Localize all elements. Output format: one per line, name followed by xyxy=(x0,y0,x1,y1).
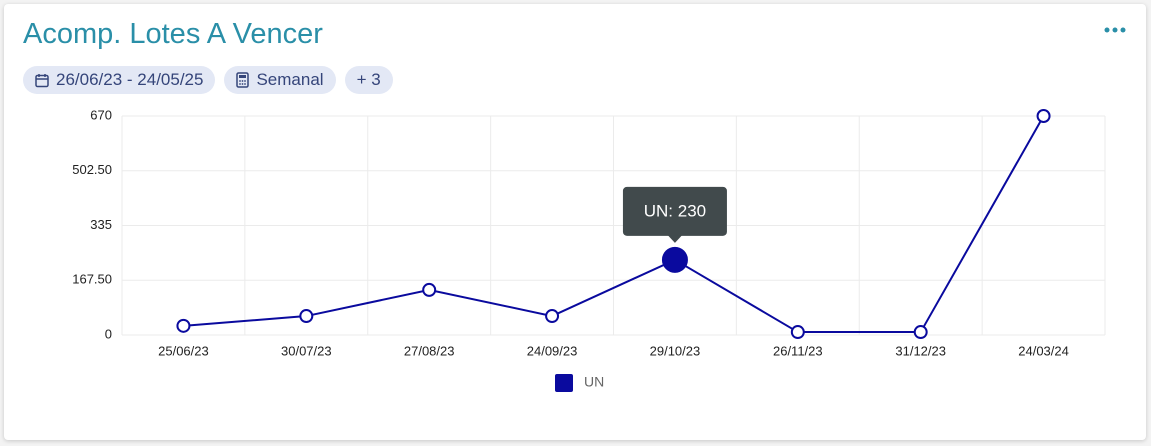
point xyxy=(661,246,688,273)
legend-label: UN xyxy=(584,374,604,390)
menu-button[interactable] xyxy=(1104,26,1126,34)
x-tick-label: 26/11/23 xyxy=(773,343,823,358)
chip-text: 26/06/23 - 24/05/25 xyxy=(56,70,204,89)
x-tick-label: 25/06/23 xyxy=(158,343,209,358)
calendar-icon xyxy=(35,73,49,87)
y-tick-label: 335 xyxy=(90,217,112,232)
x-tick-label: 27/08/23 xyxy=(404,343,455,358)
point xyxy=(790,325,805,340)
x-tick-label: 24/03/24 xyxy=(1018,343,1069,358)
tooltip-arrow xyxy=(667,235,682,243)
point xyxy=(176,318,191,333)
x-tick-label: 30/07/23 xyxy=(281,343,332,358)
tooltip-box xyxy=(622,186,727,236)
point xyxy=(1036,109,1051,123)
tooltip: UN: 230 xyxy=(622,186,727,243)
line xyxy=(183,115,1045,334)
more-filters[interactable]: + 3 xyxy=(344,66,393,94)
chip-text: + 3 xyxy=(356,70,381,89)
y-tick-label: 502.50 xyxy=(72,162,112,177)
date-filter[interactable]: 26/06/23 - 24/05/25 xyxy=(23,66,216,94)
period-filter[interactable]: Semanal xyxy=(224,66,336,94)
filters: 26/06/23 - 24/05/25 Semanal + 3 xyxy=(23,66,393,94)
legend: UN xyxy=(555,374,604,392)
x-tick-label: 29/10/23 xyxy=(650,343,701,358)
point xyxy=(422,282,437,297)
y-tick-label: 670 xyxy=(90,107,112,122)
card-title: Acomp. Lotes A Vencer xyxy=(23,18,323,50)
legend-swatch xyxy=(555,374,573,392)
point xyxy=(545,309,560,324)
x-tick-label: 31/12/23 xyxy=(895,343,946,358)
calculator-icon xyxy=(236,72,250,88)
y-tick-label: 167.50 xyxy=(72,272,112,287)
tooltip-text: UN: 230 xyxy=(644,201,706,220)
point xyxy=(913,325,928,340)
card: Acomp. Lotes A Vencer 26/06/23 - 24/05/2… xyxy=(4,4,1146,440)
chip-text: Semanal xyxy=(256,70,324,89)
y-tick-label: 0 xyxy=(105,326,112,341)
point xyxy=(299,309,314,324)
x-tick-label: 24/09/23 xyxy=(527,343,578,358)
